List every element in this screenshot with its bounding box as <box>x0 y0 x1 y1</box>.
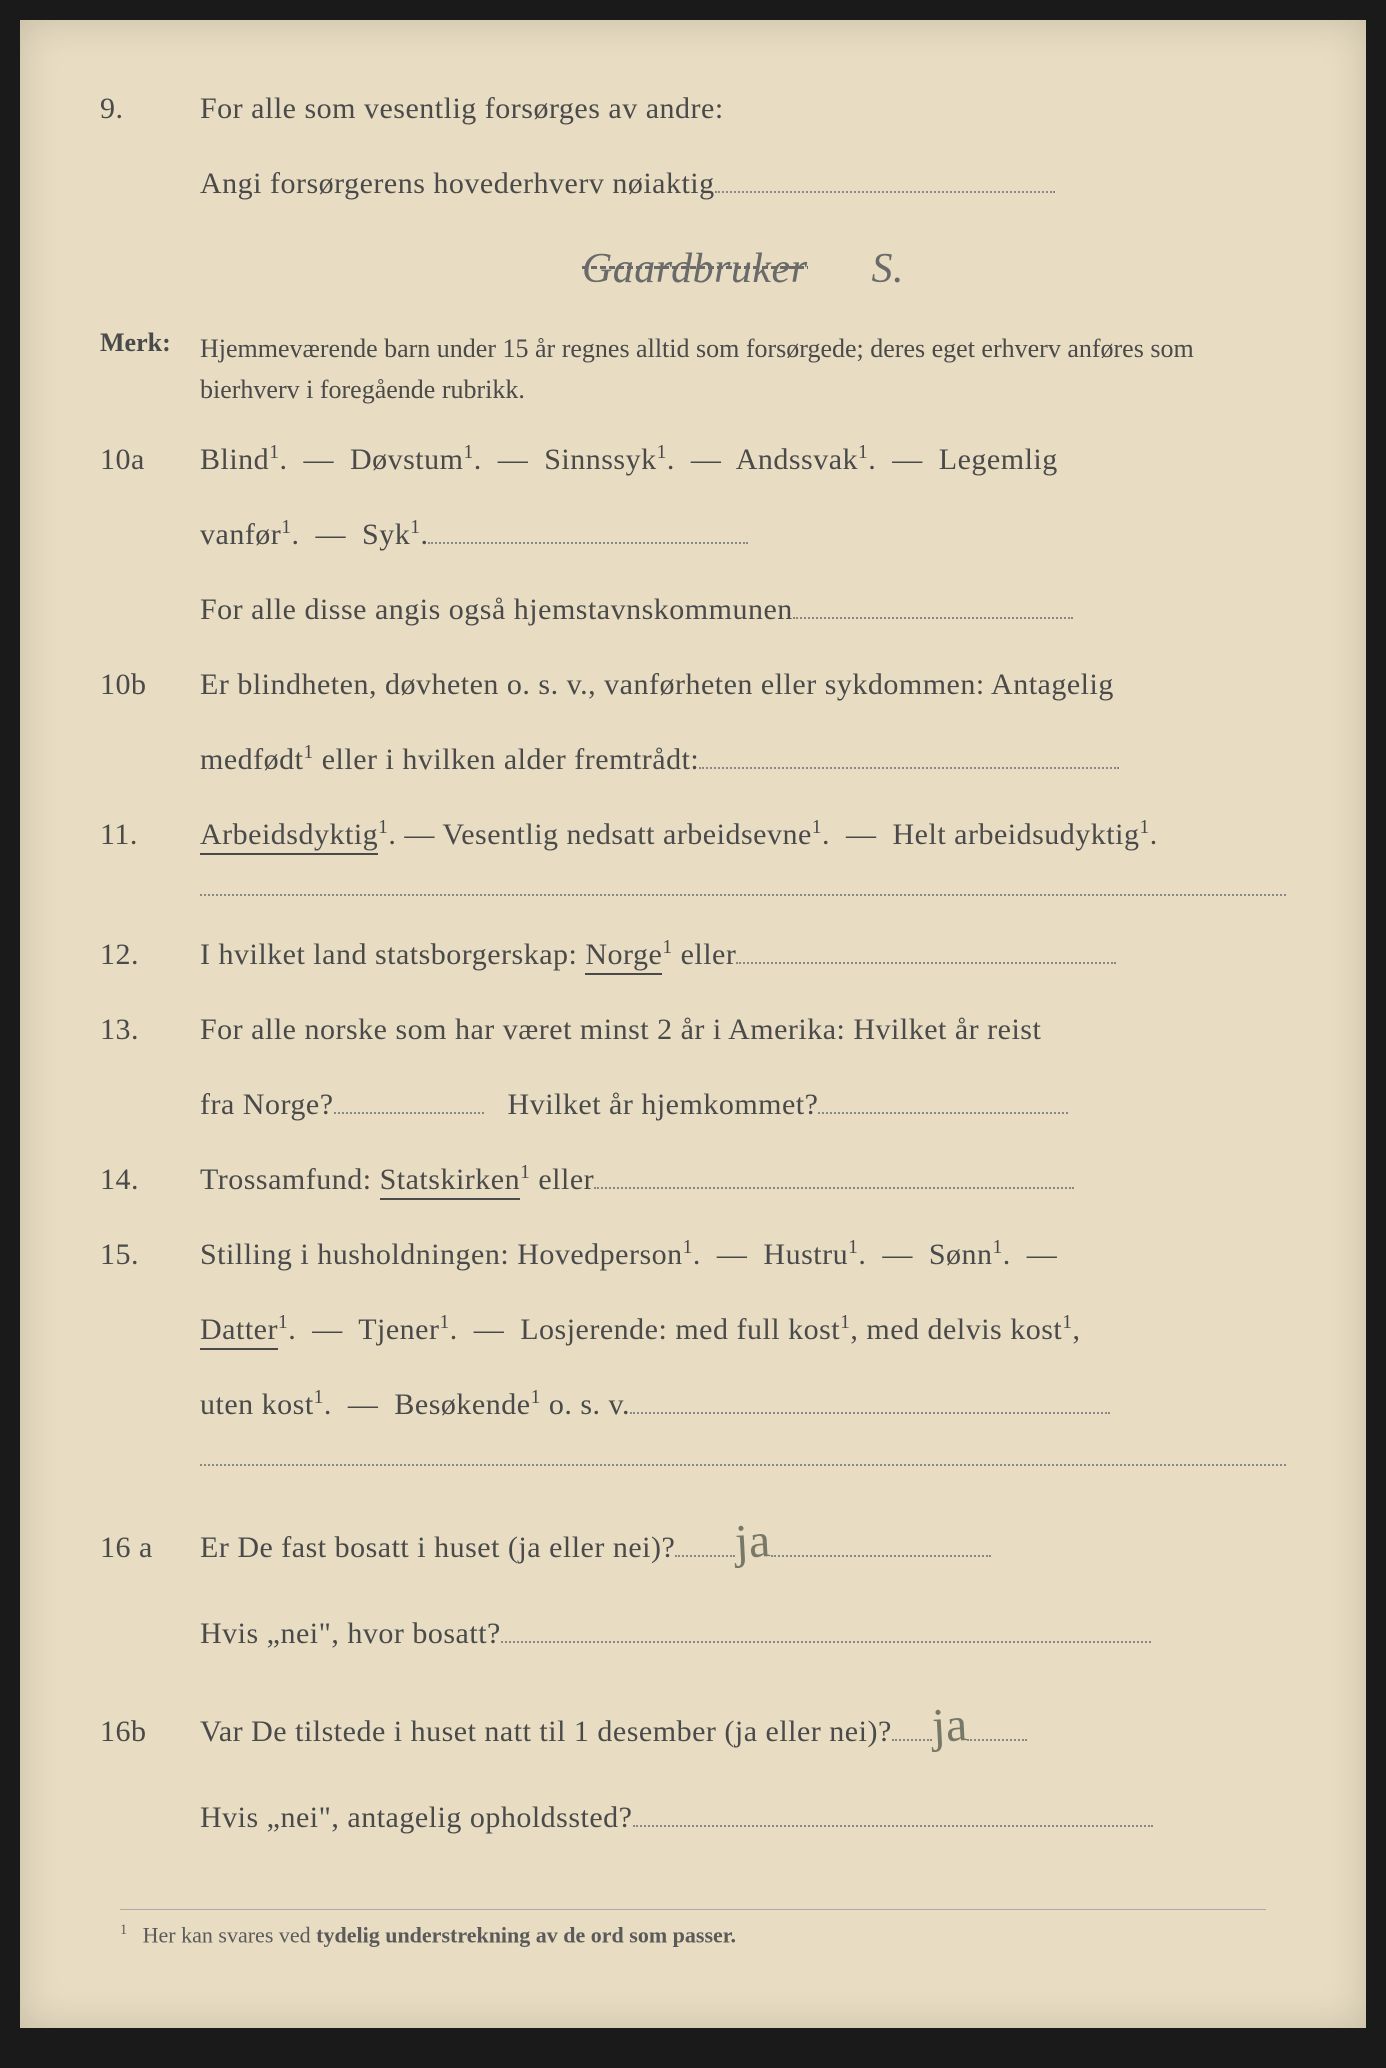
q13-line1: For alle norske som har været minst 2 år… <box>200 1001 1286 1058</box>
q12-number: 12. <box>100 928 200 982</box>
census-form-page: 9. For alle som vesentlig forsørges av a… <box>20 20 1366 2028</box>
q16a-number: 16 a <box>100 1521 200 1575</box>
q16b-answer: ja <box>929 1679 969 1772</box>
divider-line-2 <box>200 1463 1286 1466</box>
divider-line-1 <box>200 893 1286 896</box>
q16b-row1: 16b Var De tilstede i huset natt til 1 d… <box>100 1680 1286 1771</box>
q12-row: 12. I hvilket land statsborgerskap: Norg… <box>100 926 1286 983</box>
q9-row2: Angi forsørgerens hovederhverv nøiaktig <box>100 155 1286 212</box>
q9-handwritten: Gaardbruker <box>582 230 808 310</box>
merk-row: Merk: Hjemmeværende barn under 15 år reg… <box>100 328 1286 411</box>
q9-row1: 9. For alle som vesentlig forsørges av a… <box>100 80 1286 137</box>
q16b-number: 16b <box>100 1705 200 1759</box>
q13-row1: 13. For alle norske som har været minst … <box>100 1001 1286 1058</box>
q11-number: 11. <box>100 808 200 862</box>
q16a-answer: ja <box>733 1495 773 1588</box>
q9-handwritten-row: Gaardbruker S. <box>100 230 1286 310</box>
q15-row3: uten kost1. — Besøkende1 o. s. v. <box>100 1376 1286 1433</box>
q9-line1: For alle som vesentlig forsørges av andr… <box>200 80 1286 137</box>
q14-row: 14. Trossamfund: Statskirken1 eller <box>100 1151 1286 1208</box>
q13-row2: fra Norge? Hvilket år hjemkommet? <box>100 1076 1286 1133</box>
q16b-row2: Hvis „nei", antagelig opholdssted? <box>100 1789 1286 1846</box>
q10b-number: 10b <box>100 658 200 712</box>
q10b-row1: 10b Er blindheten, døvheten o. s. v., va… <box>100 656 1286 713</box>
q9-handwritten-suffix: S. <box>872 230 905 310</box>
q10b-line1: Er blindheten, døvheten o. s. v., vanfør… <box>200 656 1286 713</box>
q10a-row3: For alle disse angis også hjemstavnskomm… <box>100 581 1286 638</box>
q16a-row2: Hvis „nei", hvor bosatt? <box>100 1605 1286 1662</box>
q15-row2: Datter1. — Tjener1. — Losjerende: med fu… <box>100 1301 1286 1358</box>
q10a-options: Blind1. — Døvstum1. — Sinnssyk1. — Andss… <box>200 431 1286 488</box>
q10a-number: 10a <box>100 433 200 487</box>
q10a-row1: 10a Blind1. — Døvstum1. — Sinnssyk1. — A… <box>100 431 1286 488</box>
merk-label: Merk: <box>100 328 200 358</box>
q16a-row1: 16 a Er De fast bosatt i huset (ja eller… <box>100 1496 1286 1587</box>
q11-options: Arbeidsdyktig1. — Vesentlig nedsatt arbe… <box>200 806 1286 863</box>
q10b-row2: medfødt1 eller i hvilken alder fremtrådt… <box>100 731 1286 788</box>
footnote: 1 Her kan svares ved tydelig understrekn… <box>120 1909 1266 1948</box>
q15-row1: 15. Stilling i husholdningen: Hovedperso… <box>100 1226 1286 1283</box>
q10a-row2: vanfør1. — Syk1. <box>100 506 1286 563</box>
q9-number: 9. <box>100 82 200 136</box>
footnote-marker: 1 <box>120 1922 127 1938</box>
merk-text: Hjemmeværende barn under 15 år regnes al… <box>200 328 1286 411</box>
q15-number: 15. <box>100 1228 200 1282</box>
q9-line2: Angi forsørgerens hovederhverv nøiaktig <box>200 155 1286 212</box>
q13-number: 13. <box>100 1003 200 1057</box>
q11-row: 11. Arbeidsdyktig1. — Vesentlig nedsatt … <box>100 806 1286 863</box>
q14-number: 14. <box>100 1153 200 1207</box>
